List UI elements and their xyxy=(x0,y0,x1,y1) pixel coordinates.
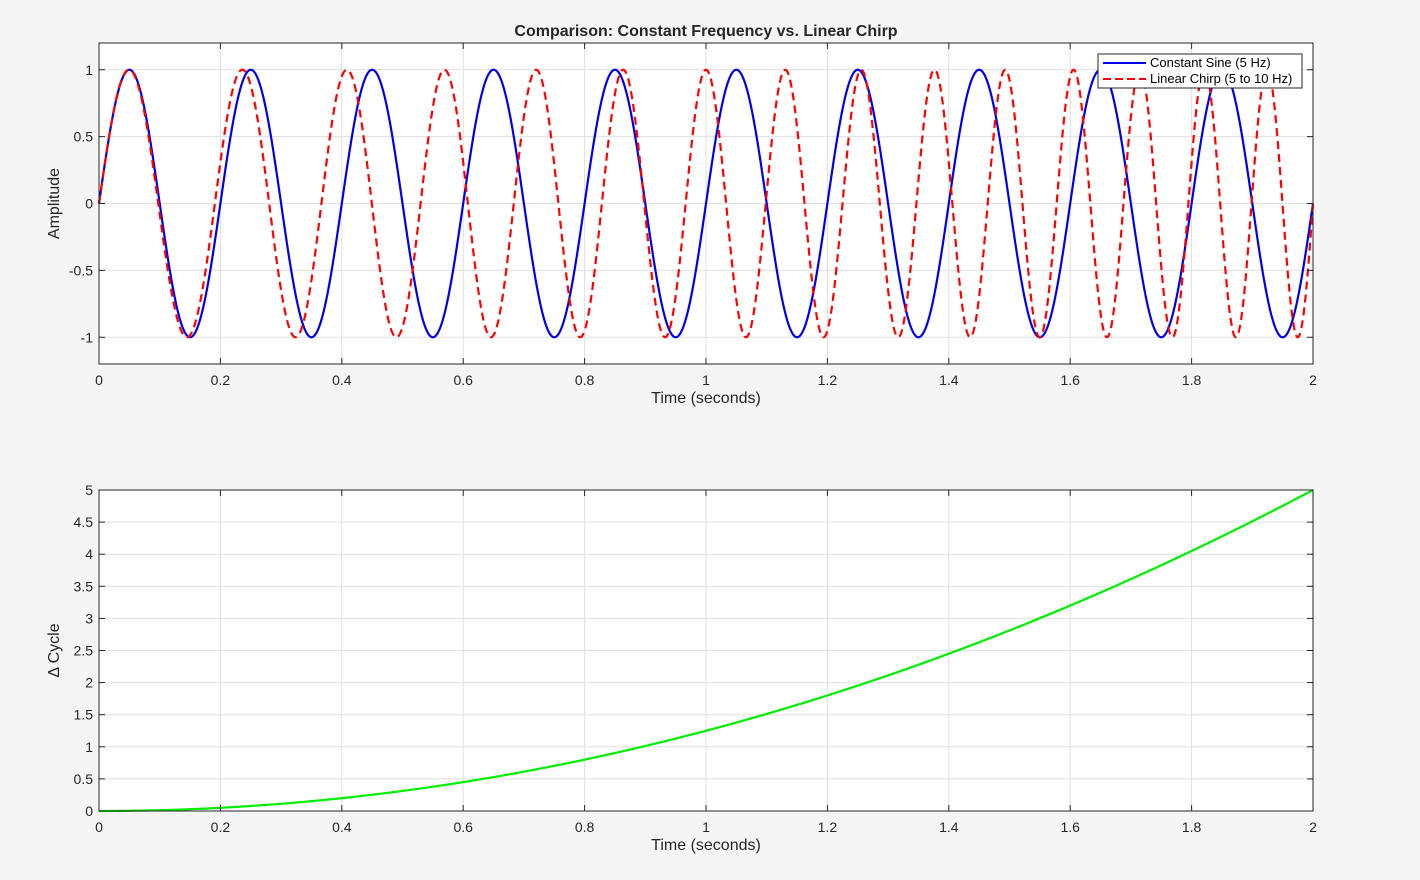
y-tick-label: 1 xyxy=(85,739,93,755)
legend-label-linear-chirp: Linear Chirp (5 to 10 Hz) xyxy=(1150,71,1292,86)
x-tick-label: 0.6 xyxy=(453,372,473,388)
bottom-y-axis-label: Δ Cycle xyxy=(46,623,63,677)
y-tick-label: 2.5 xyxy=(74,643,94,659)
y-tick-label: 2 xyxy=(85,675,93,691)
y-tick-label: -1 xyxy=(81,329,94,345)
y-tick-label: 4.5 xyxy=(74,514,94,530)
bottom-series xyxy=(98,489,1314,813)
y-tick-label: 3.5 xyxy=(74,578,94,594)
y-tick-label: 5 xyxy=(85,482,93,498)
legend: Constant Sine (5 Hz) Linear Chirp (5 to … xyxy=(1097,53,1303,89)
bottom-axes: 0 0.2 0.4 0.6 0.8 1 1.2 1.4 1.6 1.8 2 0 0.5 1 1.5 2 2.5 3… xyxy=(46,482,1317,854)
x-tick-label: 0.2 xyxy=(211,372,231,388)
x-tick-label: 0.4 xyxy=(332,819,352,835)
legend-label-constant-sine: Constant Sine (5 Hz) xyxy=(1150,55,1271,70)
y-tick-label: 1.5 xyxy=(74,707,94,723)
x-tick-label: 0.8 xyxy=(575,372,595,388)
x-tick-label: 2 xyxy=(1309,372,1317,388)
top-axes: 0 0.2 0.4 0.6 0.8 1 1.2 1.4 1.6 1.8 2 -1 -0.5 0 0.5 1 C… xyxy=(46,23,1317,407)
bottom-x-axis-label: Time (seconds) xyxy=(651,837,761,854)
x-tick-label: 0.4 xyxy=(332,372,352,388)
x-tick-label: 1 xyxy=(702,819,710,835)
y-tick-label: 0 xyxy=(85,803,93,819)
y-tick-label: 3 xyxy=(85,610,93,626)
x-tick-label: 2 xyxy=(1309,819,1317,835)
x-tick-label: 1.6 xyxy=(1060,372,1080,388)
y-tick-label: 0.5 xyxy=(74,129,94,145)
y-tick-label: 0.5 xyxy=(74,771,94,787)
legend-box xyxy=(1097,53,1303,89)
top-ticks: 0 0.2 0.4 0.6 0.8 1 1.2 1.4 1.6 1.8 2 -1 -0.5 0 0.5 1 xyxy=(69,43,1317,388)
y-tick-label: 0 xyxy=(85,196,93,212)
x-tick-label: 0.2 xyxy=(211,819,231,835)
y-tick-label: -0.5 xyxy=(69,262,93,278)
series-line-delta-cycle xyxy=(98,489,1314,813)
x-tick-label: 1.6 xyxy=(1060,819,1080,835)
x-tick-label: 1.4 xyxy=(939,372,959,388)
x-tick-label: 1.4 xyxy=(939,819,959,835)
x-tick-label: 1.8 xyxy=(1182,372,1202,388)
series-line-linear-chirp-5-to-10-hz xyxy=(97,68,1315,339)
x-tick-label: 1.2 xyxy=(818,819,838,835)
y-tick-label: 4 xyxy=(85,546,93,562)
chart-title: Comparison: Constant Frequency vs. Linea… xyxy=(514,23,897,40)
x-tick-label: 1.8 xyxy=(1182,819,1202,835)
x-tick-label: 1 xyxy=(702,372,710,388)
x-tick-label: 0 xyxy=(95,372,103,388)
bottom-ticks: 0 0.2 0.4 0.6 0.8 1 1.2 1.4 1.6 1.8 2 0 0.5 1 1.5 2 2.5 3… xyxy=(74,482,1318,835)
top-x-axis-label: Time (seconds) xyxy=(651,390,761,407)
x-tick-label: 0 xyxy=(95,819,103,835)
x-tick-label: 0.8 xyxy=(575,819,595,835)
x-tick-label: 0.6 xyxy=(453,819,473,835)
y-tick-label: 1 xyxy=(85,62,93,78)
x-tick-label: 1.2 xyxy=(818,372,838,388)
top-y-axis-label: Amplitude xyxy=(46,168,63,239)
